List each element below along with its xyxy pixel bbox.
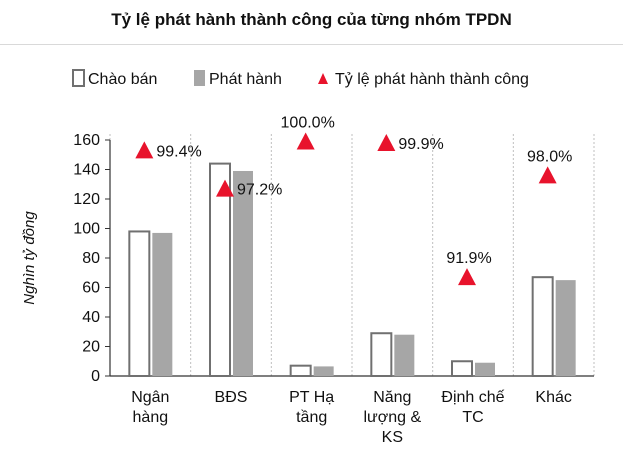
bar-offered [370, 332, 393, 378]
legend-label-issued: Phát hành [209, 71, 282, 88]
y-tick-label: 60 [82, 280, 100, 297]
rate-marker [538, 166, 557, 184]
x-tick-label: TC [462, 409, 483, 426]
x-tick-label: BĐS [215, 389, 248, 406]
x-tick-label: Ngân [131, 389, 169, 406]
legend-label-offered: Chào bán [88, 71, 157, 88]
bar-offered [289, 364, 312, 377]
rate-data-label: 98.0% [527, 148, 572, 165]
bar-offered [209, 162, 231, 377]
x-tick-label: hàng [133, 409, 169, 426]
y-tick-label: 20 [82, 339, 100, 356]
bar-offered [451, 360, 473, 377]
legend-swatch-offered [72, 69, 85, 87]
rate-data-label: 91.9% [446, 250, 491, 267]
x-tick-label: Định chế [441, 389, 504, 406]
y-tick-label: 0 [91, 368, 100, 385]
bar-issued [233, 170, 253, 376]
bar-issued [475, 362, 495, 376]
rate-data-label: 99.9% [398, 136, 443, 153]
y-tick-label: 80 [82, 250, 100, 267]
x-tick-label: lượng & [363, 409, 421, 426]
rate-data-label: 100.0% [281, 114, 335, 131]
bar-offered [128, 230, 151, 377]
legend-swatch-issued [194, 70, 205, 86]
bar-offered [531, 276, 554, 377]
x-tick-label: tầng [296, 409, 327, 426]
y-tick-label: 120 [73, 191, 100, 208]
bar-issued [555, 280, 576, 376]
x-tick-label: KS [382, 429, 403, 446]
rate-marker [296, 132, 315, 150]
bar-issued [313, 366, 334, 376]
y-tick-label: 160 [73, 132, 100, 149]
y-tick-label: 100 [73, 221, 100, 238]
legend-label-rate: Tỷ lệ phát hành thành công [335, 71, 529, 88]
bar-issued [394, 334, 415, 376]
x-tick-label: Năng [373, 389, 411, 406]
rate-marker [135, 141, 154, 159]
rate-data-label: 99.4% [156, 143, 201, 160]
chart-title: Tỷ lệ phát hành thành công của từng nhóm… [111, 10, 512, 29]
y-axis-label: Nghìn tỷ đồng [21, 211, 38, 305]
title-divider [0, 44, 623, 45]
x-tick-label: Khác [535, 389, 571, 406]
legend-swatch-rate [318, 73, 328, 84]
rate-data-label: 97.2% [237, 182, 282, 199]
rate-marker [216, 179, 234, 197]
y-tick-label: 140 [73, 162, 100, 179]
x-tick-label: PT Hạ [289, 389, 334, 406]
rate-marker [458, 268, 476, 286]
rate-marker [377, 133, 396, 151]
y-tick-label: 40 [82, 309, 100, 326]
bar-issued [152, 232, 173, 376]
